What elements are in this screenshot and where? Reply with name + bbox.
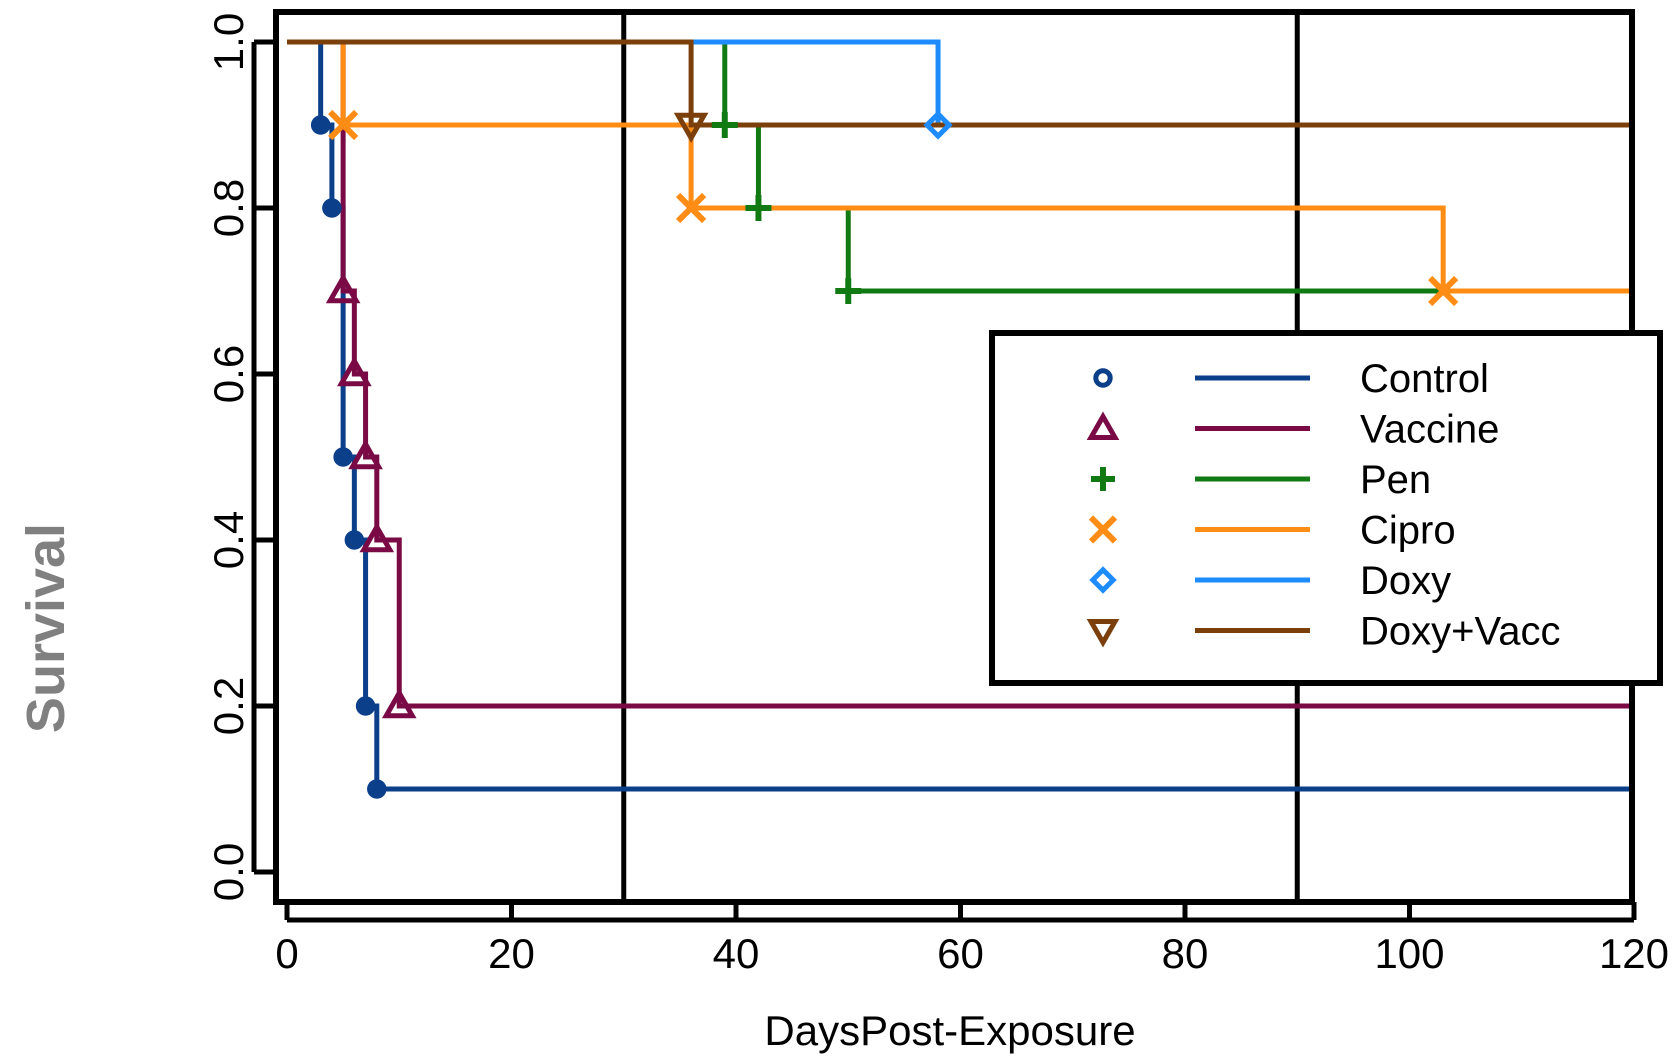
series-line-pen bbox=[287, 39, 1634, 294]
point-cipro bbox=[328, 109, 359, 141]
point-cipro-b bbox=[675, 192, 707, 224]
point-pen bbox=[835, 278, 862, 304]
point-vaccine bbox=[359, 521, 395, 553]
legend-marker-vaccine bbox=[1086, 411, 1120, 440]
legend-marker-control bbox=[1093, 368, 1113, 388]
series-line-cipro bbox=[287, 39, 1634, 294]
y-tick-label: 0.8 bbox=[205, 179, 252, 237]
point-vaccine bbox=[381, 687, 417, 719]
y-tick-label: 0.0 bbox=[205, 843, 252, 901]
point-control bbox=[310, 115, 331, 135]
legend-label-doxy-vacc: Doxy+Vacc bbox=[1360, 610, 1560, 654]
point-pen bbox=[711, 112, 738, 138]
legend-label-control: Control bbox=[1360, 357, 1489, 401]
point-vaccine bbox=[325, 272, 361, 304]
legend-marker-cipro bbox=[1088, 515, 1118, 544]
x-tick-label: 20 bbox=[488, 930, 535, 977]
point-control bbox=[355, 696, 376, 716]
legend: Control Vaccine Pen Cipro Doxy Doxy+Vacc bbox=[989, 330, 1663, 686]
y-tick-label: 0.2 bbox=[205, 677, 252, 735]
legend-marker-doxy bbox=[1089, 566, 1117, 594]
legend-marker-pen bbox=[1091, 467, 1115, 491]
x-tick-label: 40 bbox=[713, 930, 760, 977]
x-tick-label: 80 bbox=[1162, 930, 1209, 977]
point-control bbox=[344, 530, 365, 550]
point-cipro bbox=[1428, 275, 1459, 307]
legend-label-cipro: Cipro bbox=[1360, 509, 1456, 553]
series-line-doxy-vacc bbox=[287, 39, 1634, 128]
legend-marker-doxy-vacc bbox=[1086, 619, 1120, 648]
x-tick-label: 100 bbox=[1374, 930, 1444, 977]
y-tick-label: 0.6 bbox=[205, 345, 252, 403]
series-markers bbox=[310, 109, 1459, 799]
point-vaccine bbox=[348, 438, 383, 470]
point-doxy bbox=[923, 110, 953, 140]
series-line-doxy bbox=[287, 39, 1634, 128]
y-axis-title: Survival bbox=[16, 523, 76, 733]
legend-label-pen: Pen bbox=[1360, 458, 1431, 502]
y-tick-label: 0.4 bbox=[205, 511, 252, 569]
point-cipro bbox=[675, 192, 707, 224]
x-axis-title: DaysPost-Exposure bbox=[764, 1007, 1135, 1054]
point-pen bbox=[745, 195, 772, 221]
x-tick-label: 0 bbox=[275, 930, 298, 977]
point-control bbox=[333, 447, 353, 467]
point-cipro-b bbox=[1428, 275, 1459, 307]
legend-box bbox=[989, 330, 1663, 686]
x-tick-label: 120 bbox=[1599, 930, 1669, 977]
legend-label-vaccine: Vaccine bbox=[1360, 408, 1499, 452]
point-control bbox=[367, 779, 387, 799]
point-cipro-b bbox=[328, 109, 359, 141]
legend-label-doxy: Doxy bbox=[1360, 559, 1451, 603]
point-doxy-vacc bbox=[673, 112, 709, 144]
point-control bbox=[322, 198, 342, 218]
series-line-vaccine bbox=[287, 39, 1634, 709]
y-tick-label: 1.0 bbox=[205, 13, 252, 71]
point-vaccine bbox=[337, 355, 372, 387]
legend-marker-cipro-b bbox=[1088, 515, 1118, 544]
x-tick-label: 60 bbox=[937, 930, 984, 977]
